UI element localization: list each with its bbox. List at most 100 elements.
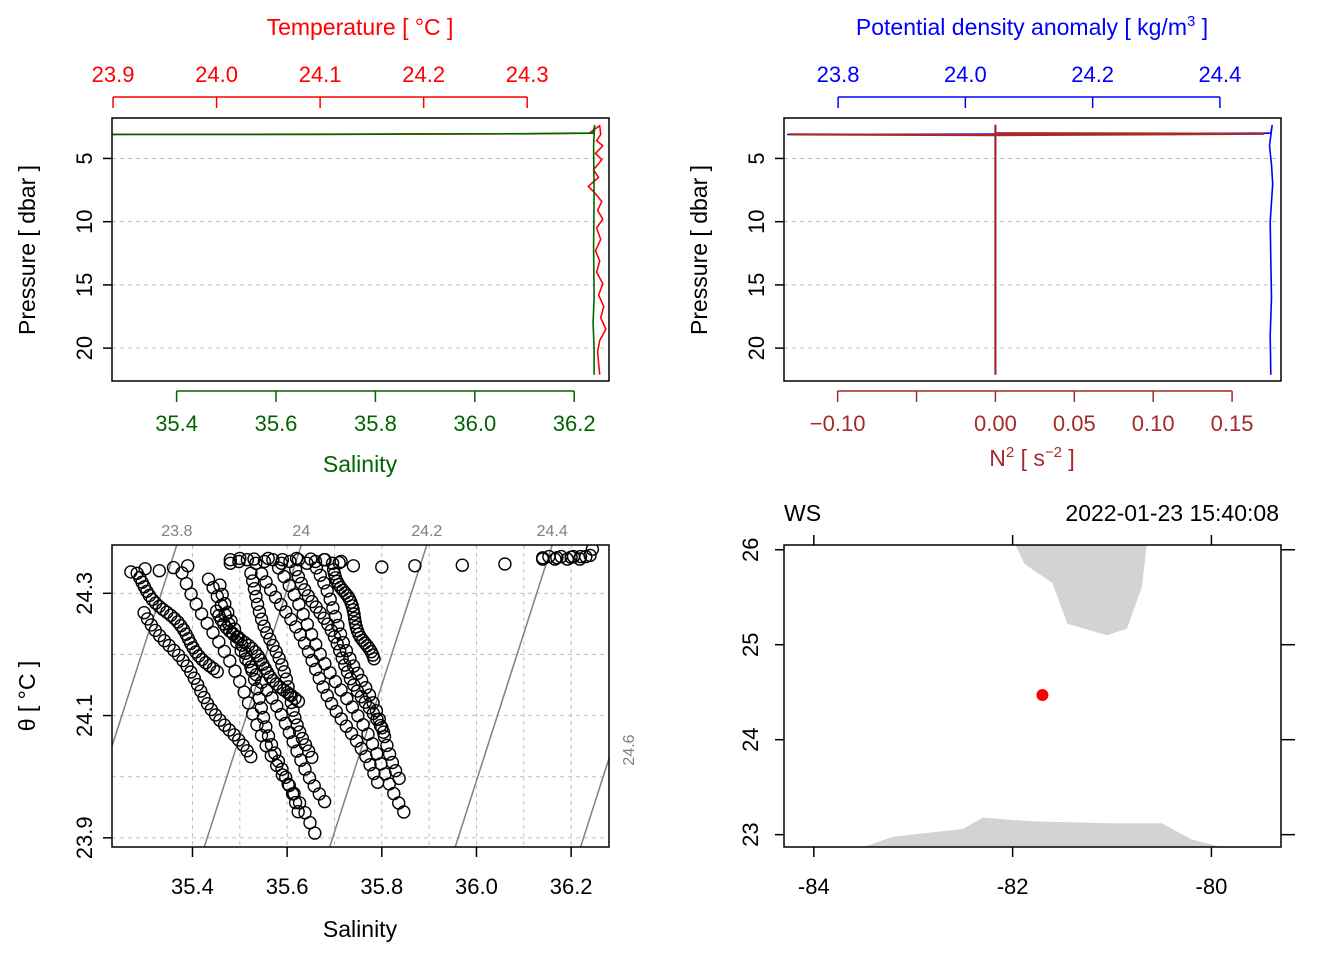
ts-point: [254, 567, 269, 581]
ts-point: [380, 738, 394, 753]
pressure-tick-label: 20: [72, 336, 97, 360]
ts-point: [377, 729, 392, 744]
top-tick-label: 24.0: [195, 62, 238, 87]
ts-point: [174, 619, 188, 633]
ts-point: [320, 584, 334, 598]
ts-point: [223, 556, 238, 570]
longitude-tick-label: -82: [997, 874, 1029, 899]
ts-points: [124, 545, 600, 840]
theta-tick-label: 24.1: [72, 694, 97, 737]
theta-tick-label: 23.9: [72, 816, 97, 859]
panel-profile-density-n2: 5 10 15 20 23.8 24.0 24.2 24.4 −0.10 0.00 0.05 0.…: [686, 13, 1282, 471]
ts-point: [347, 611, 362, 626]
ts-point: [138, 562, 152, 576]
longitude-tick-label: -84: [798, 874, 830, 899]
ts-point: [140, 584, 154, 598]
ts-point: [326, 601, 340, 615]
ts-point: [313, 568, 327, 582]
density-line: [787, 124, 1274, 375]
ts-point: [339, 644, 354, 658]
ts-point: [392, 771, 406, 786]
ts-point: [284, 612, 298, 626]
ts-point: [142, 588, 157, 603]
ts-point: [336, 635, 350, 650]
station-point: [1036, 689, 1049, 702]
ts-point: [195, 652, 209, 667]
ts-point: [292, 725, 307, 739]
land: [863, 545, 1222, 847]
latitude-tick-label: 25: [738, 632, 763, 656]
isopycnal-label: 23.8: [161, 523, 192, 540]
ts-point: [186, 641, 200, 655]
ts-point: [349, 734, 364, 748]
isopycnal-line: [112, 545, 178, 747]
ts-point: [333, 627, 348, 641]
ts-point: [218, 597, 232, 611]
ts-point: [245, 574, 260, 588]
ts-point: [366, 696, 380, 710]
pressure-tick-label: 20: [744, 336, 769, 360]
ts-point: [275, 762, 289, 776]
salinity-axis-title: Salinity: [323, 451, 398, 477]
ts-point: [295, 731, 310, 746]
ts-point: [274, 597, 288, 612]
ts-point: [263, 632, 277, 646]
pressure-tick-label: 10: [72, 209, 97, 233]
ts-point: [334, 554, 348, 569]
profile-lines: [787, 124, 1274, 375]
ts-point: [176, 623, 191, 637]
land-polygon-south: [863, 817, 1222, 847]
bottom-tick-label: 35.8: [354, 411, 397, 436]
isopycnal-line: [579, 758, 609, 847]
ts-point: [192, 649, 206, 663]
latitude-tick-label: 23: [738, 822, 763, 846]
bottom-tick-label: 35.4: [155, 411, 198, 436]
ts-point: [160, 605, 174, 619]
ts-point: [316, 680, 330, 694]
ts-point: [288, 795, 303, 810]
ts-point: [359, 681, 373, 695]
salinity-axis: 35.4 35.6 35.8 36.0 36.2: [171, 847, 593, 899]
ts-point: [286, 735, 300, 749]
ts-point: [385, 755, 400, 770]
ts-point: [324, 696, 339, 711]
ts-point: [363, 758, 377, 772]
pressure-tick-label: 10: [744, 209, 769, 233]
ts-point: [227, 728, 241, 742]
ts-point: [157, 634, 172, 648]
n2-axis: −0.10 0.00 0.05 0.10 0.15: [810, 390, 1254, 436]
ts-point: [252, 605, 267, 619]
ts-point: [152, 599, 166, 614]
ts-point: [277, 665, 291, 679]
salinity-axis: 35.4 35.6 35.8 36.0 36.2: [155, 390, 596, 436]
isopycnal-labels: 23.8 24 24.2 24.4 24.6: [161, 523, 638, 766]
salinity-tick-label: 35.4: [171, 874, 214, 899]
bottom-tick-label: −0.10: [810, 411, 866, 436]
ts-point: [145, 592, 160, 607]
isopycnal-label: 24.2: [411, 523, 442, 540]
grid: [112, 545, 609, 847]
ts-point: [222, 723, 237, 737]
pressure-axis-title: Pressure [ dbar ]: [686, 165, 712, 335]
ts-point: [288, 691, 302, 705]
isopycnal-line: [328, 545, 428, 847]
ts-point: [202, 659, 217, 673]
density-axis: 23.8 24.0 24.2 24.4: [817, 62, 1241, 108]
ts-point: [249, 556, 263, 570]
ts-point: [579, 549, 593, 564]
ts-point: [301, 744, 316, 758]
ts-point: [254, 612, 269, 626]
density-axis-title: Potential density anomaly [ kg/m3 ]: [856, 13, 1208, 40]
ts-point: [317, 576, 331, 590]
ts-point: [585, 545, 600, 556]
bottom-tick-label: 0.15: [1211, 411, 1254, 436]
ts-point: [213, 713, 227, 727]
ts-point: [124, 565, 138, 579]
ts-point: [167, 611, 182, 626]
station-marker: [1036, 689, 1049, 702]
ts-point: [367, 652, 381, 666]
ts-point: [190, 677, 205, 692]
ts-point: [286, 703, 300, 717]
ts-point: [397, 805, 411, 819]
